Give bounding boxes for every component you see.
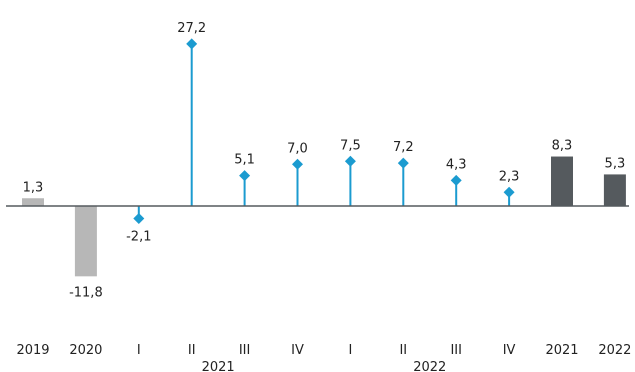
- value-label-9: 2,3: [499, 169, 520, 184]
- tick-label-11: 2022: [598, 343, 631, 358]
- tick-label-8: III: [450, 343, 462, 358]
- tick-label-3: II: [188, 343, 196, 358]
- lollipop-marker-7: [397, 157, 409, 169]
- bar-11: [603, 174, 626, 206]
- value-label-11: 5,3: [605, 156, 626, 171]
- chart-labels: 1,32019-11,82020-2,1I27,2II5,1III7,0IV7,…: [16, 21, 631, 372]
- tick-label-5: IV: [291, 343, 304, 358]
- value-label-4: 5,1: [234, 153, 255, 168]
- group-label-0: 2021: [202, 360, 235, 372]
- tick-label-1: 2020: [69, 343, 102, 358]
- lollipop-marker-3: [186, 38, 198, 50]
- bar-0: [22, 198, 44, 206]
- chart-marks: [22, 38, 626, 277]
- lollipop-marker-5: [292, 158, 303, 170]
- bar-10: [551, 156, 573, 206]
- lollipop-marker-2: [133, 213, 145, 225]
- lollipop-marker-4: [239, 170, 251, 182]
- value-label-0: 1,3: [23, 180, 44, 195]
- tick-label-4: III: [239, 343, 251, 358]
- bar-1: [74, 206, 97, 277]
- value-label-7: 7,2: [393, 140, 414, 155]
- tick-label-2: I: [137, 343, 141, 358]
- value-label-3: 27,2: [177, 21, 206, 36]
- value-label-1: -11,8: [69, 285, 103, 300]
- tick-label-0: 2019: [16, 343, 49, 358]
- value-label-8: 4,3: [446, 157, 467, 172]
- tick-label-10: 2021: [545, 343, 578, 358]
- tick-label-7: II: [399, 343, 407, 358]
- tick-label-6: I: [348, 343, 352, 358]
- value-label-10: 8,3: [552, 139, 573, 154]
- value-label-2: -2,1: [126, 230, 151, 245]
- lollipop-marker-8: [450, 174, 462, 186]
- value-label-6: 7,5: [340, 138, 361, 153]
- group-label-1: 2022: [413, 360, 446, 372]
- value-label-5: 7,0: [287, 141, 308, 156]
- lollipop-marker-6: [344, 155, 356, 167]
- tick-label-9: IV: [503, 343, 516, 358]
- lollipop-marker-9: [503, 186, 515, 198]
